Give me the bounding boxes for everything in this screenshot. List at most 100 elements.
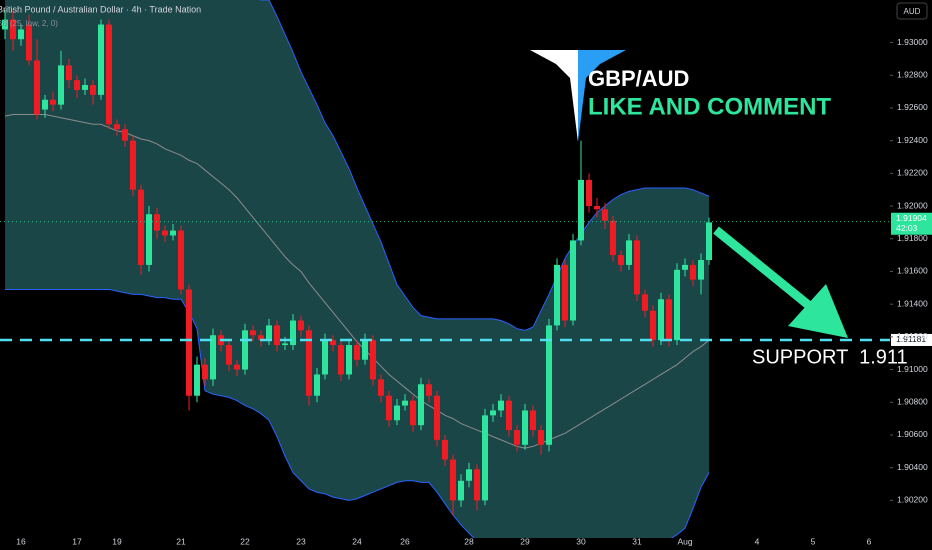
- call-annotation: LIKE AND COMMENT: [588, 93, 831, 120]
- candle-body: [506, 400, 512, 431]
- x-tick-label: 24: [352, 536, 362, 546]
- candle-body: [186, 289, 192, 396]
- candle-body: [226, 345, 232, 365]
- x-tick-label: Aug: [677, 536, 692, 546]
- candle-body: [434, 395, 440, 440]
- candle-body: [122, 129, 128, 141]
- candle-body: [706, 222, 712, 261]
- candle-body: [594, 206, 600, 210]
- x-tick-label: 19: [112, 536, 122, 546]
- y-tick-label: 1.90600: [897, 429, 928, 439]
- candle-body: [602, 209, 608, 221]
- candle-body: [690, 264, 696, 280]
- x-tick-label: 31: [632, 536, 642, 546]
- candle-body: [266, 325, 272, 341]
- chart-title: British Pound / Australian Dollar · 4h ·…: [0, 4, 201, 14]
- candle-body: [674, 269, 680, 341]
- x-tick-label: 22: [240, 536, 250, 546]
- x-tick-label: 16: [16, 536, 26, 546]
- x-tick-label: 17: [72, 536, 82, 546]
- axes: 1.90200 1.90400 1.90600 1.90800 1.91000 1.912…: [16, 37, 928, 546]
- x-tick-label: 30: [576, 536, 586, 546]
- candles: [2, 9, 712, 516]
- x-tick-label: 23: [296, 536, 306, 546]
- candle-body: [394, 405, 400, 421]
- x-tick-label: 28: [464, 536, 474, 546]
- candle-body: [442, 439, 448, 460]
- band-fill: [5, 0, 709, 538]
- candle-body: [306, 330, 312, 396]
- candle-body: [42, 99, 48, 110]
- y-tick-label: 1.92400: [897, 135, 928, 145]
- y-tick-label: 1.91200: [897, 331, 928, 341]
- candle-body: [698, 260, 704, 280]
- candle-body: [162, 230, 168, 236]
- y-tick-label: 1.91400: [897, 298, 928, 308]
- candle-body: [338, 345, 344, 375]
- candle-body: [370, 340, 376, 380]
- candle-body: [522, 410, 528, 445]
- candle-body: [466, 469, 472, 481]
- candle-body: [634, 240, 640, 295]
- pair-annotation: GBP/AUD: [588, 66, 689, 91]
- candle-body: [546, 325, 552, 445]
- candle-body: [210, 335, 216, 380]
- candle-body: [98, 24, 104, 95]
- candle-body: [90, 85, 96, 95]
- y-tick-label: 1.92800: [897, 69, 928, 79]
- candle-body: [562, 264, 568, 321]
- x-tick-label: 4: [755, 536, 760, 546]
- candle-body: [410, 400, 416, 426]
- candle-body: [34, 60, 40, 115]
- arrow: [713, 226, 848, 338]
- candle-body: [362, 340, 368, 360]
- candle-body: [498, 400, 504, 411]
- arrow-shaft: [713, 226, 815, 312]
- y-tick-label: 1.91000: [897, 364, 928, 374]
- candle-body: [402, 400, 408, 406]
- candle-body: [658, 299, 664, 341]
- candle-body: [10, 19, 16, 40]
- candle-body: [538, 430, 544, 445]
- band-upper: [258, 0, 710, 331]
- support-label: 1.91181: [896, 334, 926, 344]
- y-tick-label: 1.91800: [897, 233, 928, 243]
- candle-body: [194, 364, 200, 396]
- currency-label: AUD: [904, 7, 921, 16]
- candle-body: [586, 179, 592, 207]
- logo-right: [578, 50, 626, 142]
- candle-body: [474, 469, 480, 501]
- candle-body: [114, 124, 120, 130]
- candle-body: [490, 410, 496, 416]
- candle-body: [642, 294, 648, 311]
- candle-body: [274, 325, 280, 346]
- candle-body: [146, 214, 152, 265]
- candle-body: [258, 335, 264, 341]
- candle-body: [346, 345, 352, 375]
- countdown: 42:03: [896, 223, 918, 233]
- indicator-legend: BB (25, low, 2, 0): [0, 19, 58, 28]
- y-tick-label: 1.90200: [897, 495, 928, 505]
- last-price-box: [891, 212, 932, 235]
- y-tick-label: 1.90400: [897, 462, 928, 472]
- candle-body: [530, 410, 536, 431]
- candle-body: [250, 330, 256, 336]
- y-tick-label: 1.93000: [897, 37, 928, 47]
- candle-body: [74, 80, 80, 90]
- candle-body: [242, 330, 248, 370]
- candle-body: [50, 99, 56, 105]
- candle-body: [282, 343, 288, 346]
- last-price-label: 1.91904: [896, 213, 927, 223]
- candle-body: [578, 179, 584, 241]
- candle-body: [514, 430, 520, 445]
- y-tick-label: 1.92000: [897, 200, 928, 210]
- candle-body: [202, 364, 208, 380]
- candle-body: [138, 189, 144, 265]
- candle-body: [106, 24, 112, 125]
- y-tick-label: 1.90800: [897, 397, 928, 407]
- candle-body: [650, 310, 656, 341]
- candle-body: [58, 65, 64, 105]
